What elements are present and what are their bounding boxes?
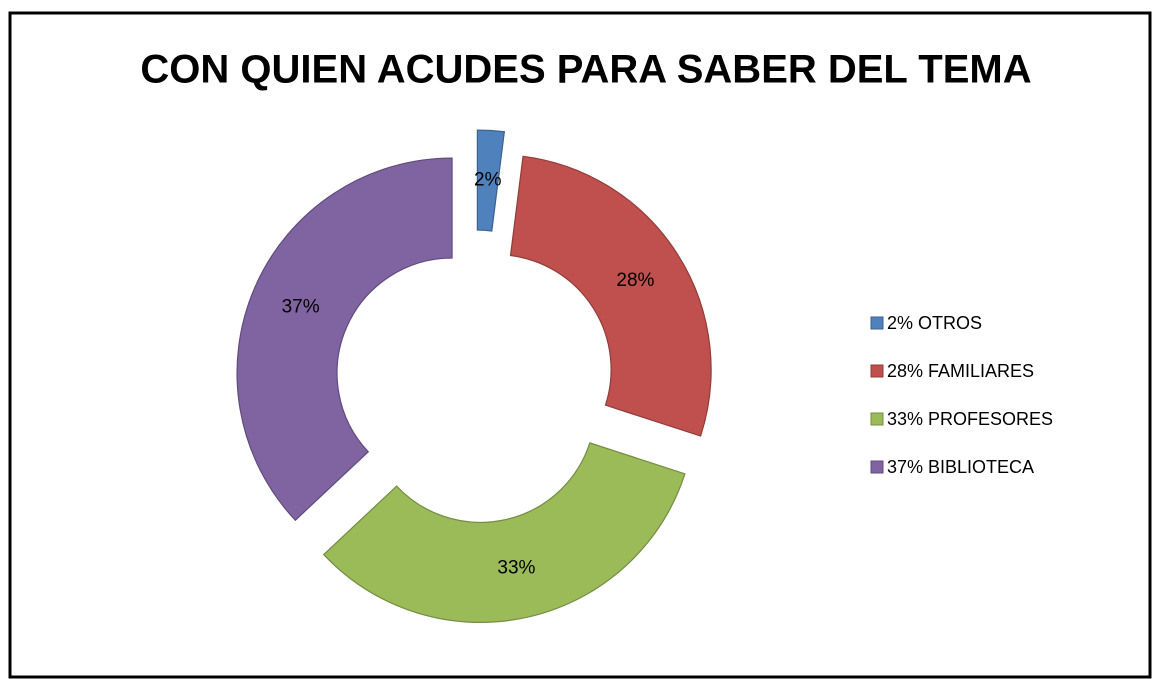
legend-swatch — [870, 316, 884, 330]
data-label: 37% — [282, 297, 320, 318]
donut-segment — [509, 155, 712, 437]
legend-label: 33% PROFESORES — [887, 409, 1053, 429]
legend-swatch — [870, 412, 884, 426]
legend-label: 37% BIBLIOTECA — [887, 457, 1034, 477]
donut-segment — [236, 157, 453, 522]
legend-swatch — [870, 364, 884, 378]
legend-label: 28% FAMILIARES — [887, 361, 1034, 381]
data-label: 28% — [616, 270, 654, 291]
legend-swatch — [870, 460, 884, 474]
data-label: 2% — [474, 169, 502, 190]
chart-title: CON QUIEN ACUDES PARA SABER DEL TEMA — [140, 48, 1031, 92]
donut-segment — [476, 129, 506, 232]
donut-segment — [322, 442, 686, 623]
legend-label: 2% OTROS — [887, 313, 982, 333]
data-label: 33% — [497, 557, 535, 578]
